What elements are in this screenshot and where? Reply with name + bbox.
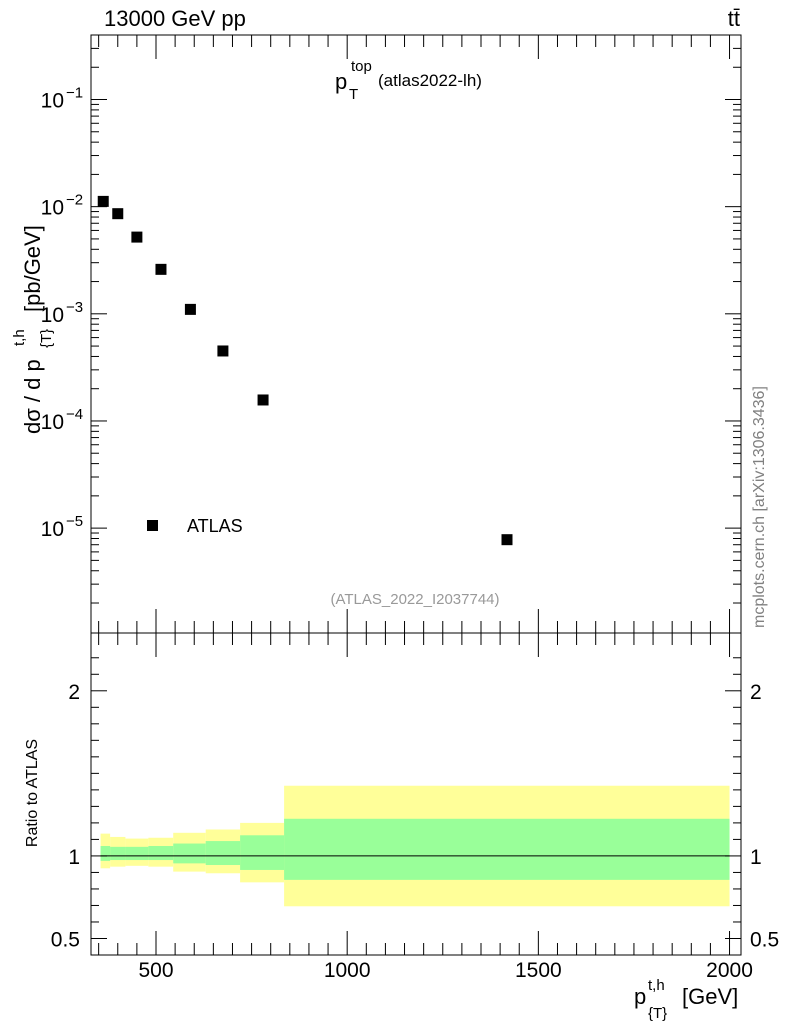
data-point	[184, 303, 196, 315]
main-y-tick-label: 10	[41, 411, 64, 434]
x-label-subscript: {T}	[648, 1005, 667, 1022]
data-point	[257, 394, 269, 406]
ratio-y-tick-label: 1	[68, 846, 80, 869]
ratio-panel: 0.5 0.5 1 1 2 2 500 1000 1500 2000 Ratio to ATLA…	[24, 632, 779, 1022]
main-y-label-subscript: {T}	[38, 329, 55, 348]
main-y-label-superscript: t,h	[11, 329, 28, 346]
main-y-tick-exponent: −5	[66, 513, 83, 530]
ratio-panel-frame	[90, 632, 742, 956]
main-y-label-main: dσ / d p	[20, 359, 45, 434]
ratio-band-inner	[100, 846, 111, 861]
legend-marker	[147, 520, 158, 531]
main-y-label-text: dσ / d p	[20, 359, 45, 434]
ratio-band-inner	[240, 835, 285, 870]
energy-label: 13000 GeV pp	[104, 6, 246, 31]
main-y-label: dσ / d p t,h {T} [pb/GeV]	[11, 225, 55, 434]
title-main: p	[335, 69, 347, 94]
main-y-tick-exponent: −2	[66, 192, 83, 209]
main-y-tick-exponent: −3	[66, 299, 83, 316]
data-point	[97, 195, 109, 207]
ratio-y-tick-label-right: 0.5	[750, 928, 779, 951]
legend-label: ATLAS	[187, 516, 243, 536]
main-x-ticks	[98, 35, 731, 633]
ratio-y-tick-label-right: 2	[750, 681, 762, 704]
x-label-unit: [GeV]	[682, 984, 738, 1009]
main-panel-frame	[90, 34, 742, 634]
ratio-y-tick-label-right: 1	[750, 846, 762, 869]
atlas-data-points	[97, 195, 513, 546]
x-label-main: p	[634, 984, 646, 1009]
ratio-band-inner	[284, 818, 730, 880]
ratio-band-inner	[110, 846, 126, 861]
ratio-y-label: Ratio to ATLAS	[24, 739, 41, 847]
ratio-x-tick-label: 1000	[324, 959, 371, 982]
main-y-tick-exponent: −1	[66, 85, 83, 102]
main-y-label-unit: [pb/GeV]	[20, 225, 45, 312]
main-y-tick-exponent: −4	[66, 406, 83, 423]
title-superscript: top	[351, 58, 372, 75]
main-y-tick-label: 10	[41, 197, 64, 220]
data-point	[501, 534, 513, 546]
x-label-superscript: t,h	[648, 977, 665, 994]
data-point	[217, 345, 229, 357]
main-y-tick-label: 10	[41, 90, 64, 113]
ratio-x-tick-label: 500	[138, 959, 173, 982]
main-y-ticks: 10−110−210−310−410−5	[41, 34, 741, 604]
ratio-y-tick-label: 2	[68, 681, 80, 704]
x-axis-label: p t,h {T} [GeV]	[634, 977, 738, 1022]
ratio-band-inner	[148, 846, 174, 861]
legend: ATLAS	[147, 516, 243, 536]
ratio-band-inner	[173, 843, 206, 864]
main-panel: 10−110−210−310−410−5 p top T (atlas2022-…	[11, 34, 742, 634]
ratio-x-tick-label: 2000	[706, 959, 753, 982]
main-y-tick-label: 10	[41, 518, 64, 541]
ratio-x-tick-label: 1500	[515, 959, 562, 982]
data-point	[112, 208, 124, 220]
process-label: tt̄	[728, 6, 740, 31]
title-subscript: T	[349, 86, 358, 103]
ratio-x-ticks: 500 1000 1500 2000	[98, 633, 753, 982]
ratio-bands	[100, 785, 730, 907]
data-point	[155, 263, 167, 275]
main-y-tick-label: 10	[41, 304, 64, 327]
ratio-band-inner	[125, 846, 149, 861]
analysis-label: (ATLAS_2022_I2037744)	[330, 591, 499, 608]
ratio-y-ticks: 0.5 0.5 1 1 2 2	[51, 657, 779, 951]
ratio-band-inner	[205, 841, 241, 866]
title-note: (atlas2022-lh)	[378, 71, 482, 90]
main-title: p top T (atlas2022-lh)	[335, 58, 482, 103]
data-point	[131, 231, 143, 243]
ratio-y-tick-label: 0.5	[51, 928, 80, 951]
side-label: mcplots.cern.ch [arXiv:1306.3436]	[751, 386, 768, 628]
